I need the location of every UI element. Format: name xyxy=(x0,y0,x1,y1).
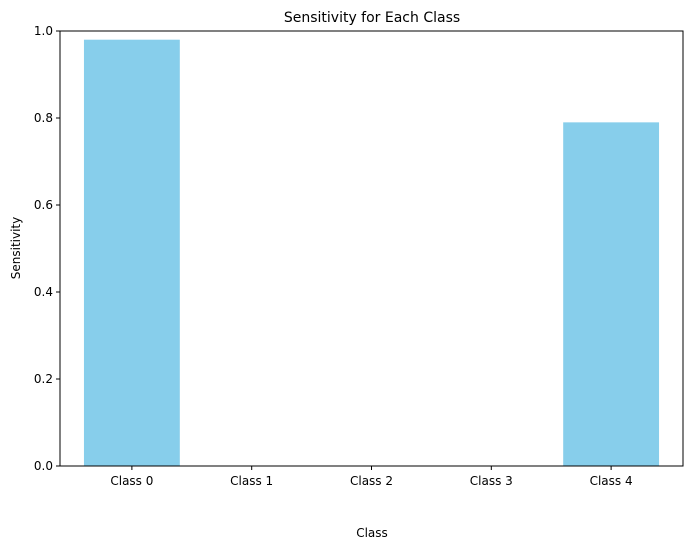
x-axis-label: Class xyxy=(356,526,388,540)
y-tick-label: 1.0 xyxy=(34,24,53,38)
x-tick-label: Class 2 xyxy=(350,474,393,488)
y-tick-label: 0.8 xyxy=(34,111,53,125)
y-tick-label: 0.2 xyxy=(34,372,53,386)
x-tick-label: Class 1 xyxy=(230,474,273,488)
bar-class-0 xyxy=(83,39,180,466)
y-tick-label: 0.4 xyxy=(34,285,53,299)
y-tick-label: 0.6 xyxy=(34,198,53,212)
y-axis-ticks: 0.0 0.2 0.4 0.6 0.8 1.0 xyxy=(34,24,60,473)
chart-title: Sensitivity for Each Class xyxy=(284,10,460,26)
bar-class-4 xyxy=(563,122,660,466)
y-axis-label: Sensitivity xyxy=(9,217,23,279)
x-axis-ticks: Class 0 Class 1 Class 2 Class 3 Class 4 xyxy=(110,466,633,488)
y-tick-label: 0.0 xyxy=(34,459,53,473)
x-tick-label: Class 3 xyxy=(470,474,513,488)
x-tick-label: Class 4 xyxy=(590,474,633,488)
bars-group xyxy=(83,39,660,466)
x-tick-label: Class 0 xyxy=(110,474,153,488)
